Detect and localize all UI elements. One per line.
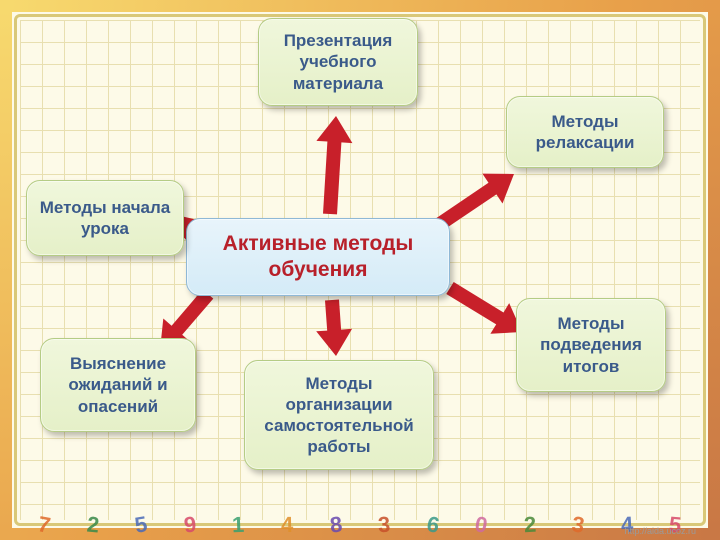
leaf-node-n1: Презентация учебного материала (258, 18, 418, 106)
decor-digit: 1 (232, 512, 245, 538)
leaf-node-n3: Методы начала урока (26, 180, 184, 256)
decor-digit: 3 (570, 511, 586, 539)
leaf-node-n5: Методы организации самостоятельной работ… (244, 360, 434, 470)
center-node: Активные методы обучения (186, 218, 450, 296)
decor-digit: 3 (377, 512, 391, 539)
decor-digit: 0 (473, 511, 490, 539)
leaf-node-n4: Методы подведения итогов (516, 298, 666, 392)
diagram-canvas: Активные методы обучения Презентация учеб… (0, 0, 720, 540)
leaf-node-n6: Выяснение ожиданий и опасений (40, 338, 196, 432)
decor-digit: 2 (523, 512, 537, 539)
footer-url: http://aida.ucoz.ru (624, 526, 696, 536)
decor-digit: 9 (183, 511, 198, 538)
leaf-node-n2: Методы релаксации (506, 96, 664, 168)
decor-digit: 6 (424, 511, 441, 539)
decor-digit: 4 (281, 512, 294, 538)
decor-digit: 5 (133, 511, 150, 539)
decor-digit: 2 (85, 511, 100, 538)
decor-digit: 7 (36, 511, 53, 539)
decor-numbers-strip: 72591483602345 (0, 500, 720, 538)
decor-digit: 8 (328, 511, 343, 538)
